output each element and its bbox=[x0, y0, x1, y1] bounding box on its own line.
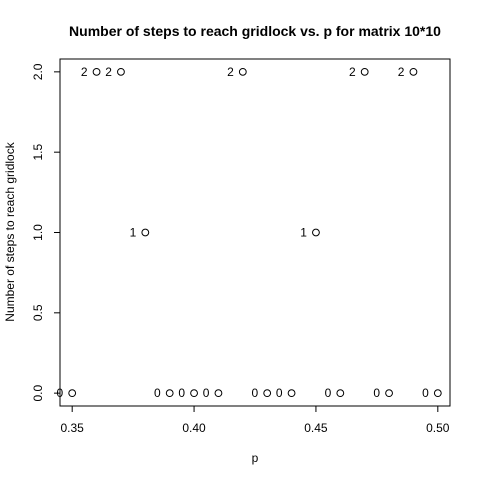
y-axis: 0.0 0.5 1.0 1.5 2.0 bbox=[31, 63, 60, 401]
point-label: 1 bbox=[300, 226, 307, 240]
point-label: 2 bbox=[105, 65, 112, 79]
x-axis: 0.35 0.40 0.45 0.50 bbox=[61, 406, 450, 435]
data-point bbox=[360, 67, 369, 76]
data-point bbox=[165, 389, 174, 398]
x-tick-label: 0.45 bbox=[304, 421, 328, 435]
point-label: 2 bbox=[349, 65, 356, 79]
point-label: 2 bbox=[81, 65, 88, 79]
point-label: 0 bbox=[252, 386, 259, 400]
data-point bbox=[68, 389, 77, 398]
data-point bbox=[385, 389, 393, 398]
y-tick-label: 0.5 bbox=[31, 304, 45, 321]
y-tick-label: 2.0 bbox=[31, 63, 45, 80]
x-tick-label: 0.50 bbox=[426, 421, 450, 435]
chart-title: Number of steps to reach gridlock vs. p … bbox=[69, 23, 441, 39]
point-label: 0 bbox=[325, 386, 332, 400]
data-point bbox=[141, 228, 150, 237]
data-points: 0 2 2 1 0 0 0 2 0 0 1 0 2 0 2 0 bbox=[57, 65, 442, 400]
point-label: 0 bbox=[154, 386, 161, 400]
data-point bbox=[433, 389, 442, 398]
x-tick-label: 0.40 bbox=[182, 421, 206, 435]
data-point bbox=[238, 67, 247, 76]
y-axis-label: Number of steps to reach gridlock bbox=[3, 141, 17, 321]
x-tick-label: 0.35 bbox=[61, 421, 85, 435]
x-axis-label: p bbox=[252, 451, 259, 465]
data-point bbox=[214, 389, 223, 398]
point-label: 1 bbox=[130, 226, 137, 240]
point-label: 0 bbox=[373, 386, 380, 400]
point-label: 0 bbox=[276, 386, 283, 400]
point-label: 0 bbox=[57, 386, 64, 400]
data-point bbox=[190, 389, 198, 398]
data-point bbox=[336, 389, 345, 398]
data-point bbox=[409, 67, 418, 76]
point-label: 2 bbox=[227, 65, 234, 79]
data-point bbox=[92, 67, 101, 76]
point-label: 2 bbox=[398, 65, 405, 79]
plot-frame bbox=[59, 58, 451, 407]
point-label: 0 bbox=[422, 386, 429, 400]
point-label: 0 bbox=[203, 386, 210, 400]
y-tick-label: 1.0 bbox=[31, 224, 45, 241]
y-tick-label: 1.5 bbox=[31, 144, 45, 161]
y-tick-label: 0.0 bbox=[31, 384, 45, 401]
data-point bbox=[263, 389, 272, 398]
point-label: 0 bbox=[178, 386, 185, 400]
data-point bbox=[312, 228, 320, 237]
data-point bbox=[287, 389, 296, 398]
data-point bbox=[117, 67, 125, 76]
